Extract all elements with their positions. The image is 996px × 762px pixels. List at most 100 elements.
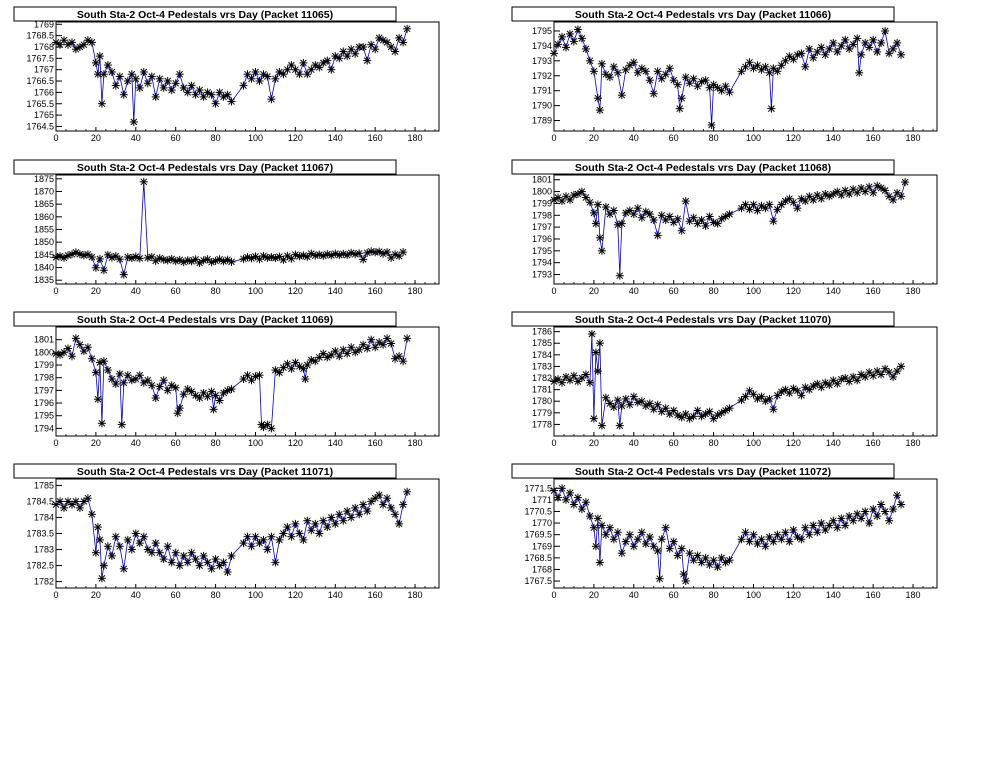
y-tick-label: 1796 [34,398,54,408]
data-point [769,405,778,414]
data-point [881,27,890,35]
data-point [399,248,408,257]
data-point [203,392,212,401]
data-point [171,79,180,88]
x-tick-label: 100 [248,133,263,143]
data-point [597,59,606,68]
y-tick-label: 1769.5 [524,530,552,540]
data-point [817,43,826,52]
data-point [677,94,686,103]
data-point [319,516,328,525]
data-point [801,197,810,206]
data-point [363,344,372,353]
data-point [175,561,184,570]
x-tick-label: 140 [826,133,841,143]
data-point [554,40,562,49]
data-point [849,516,858,525]
y-tick-label: 1795 [532,26,552,36]
data-point [857,514,866,523]
data-point [595,558,604,567]
data-point [263,545,272,554]
x-tick-label: 140 [328,590,343,600]
data-point [247,74,256,83]
data-point [335,251,344,260]
data-point [801,62,810,71]
data-point [263,420,272,429]
x-tick-label: 120 [786,133,801,143]
data-point [359,500,368,509]
x-tick-label: 60 [171,133,181,143]
chart-panel: 0 20 40 60 80 100 120 140 160 180 1835 1840 1845 1850… [13,159,440,296]
data-point [837,514,846,523]
data-point [673,80,682,89]
data-point [199,551,208,560]
data-point [809,195,818,204]
data-point [577,34,586,43]
y-tick-label: 1870 [34,186,54,196]
data-point [869,188,878,197]
y-tick-label: 1766 [34,87,54,97]
data-point [897,50,906,59]
title-box [13,6,397,22]
chart-title: South Sta-2 Oct-4 Pedestals vrs Day (Pac… [77,9,333,21]
y-tick-label: 1801 [34,335,54,345]
data-point [143,376,152,385]
y-tick-label: 1771.5 [524,483,552,493]
y-tick-label: 1768 [34,42,54,52]
data-point [661,70,670,79]
plot-frame [553,174,938,285]
data-point [399,500,408,509]
data-point [573,25,582,34]
data-point [335,352,344,361]
data-point [299,535,308,544]
data-point [897,500,906,509]
x-tick-label: 40 [131,590,141,600]
x-tick-label: 100 [746,438,761,448]
data-point [558,484,566,493]
y-tick-label: 1798 [34,373,54,383]
data-point [327,513,336,522]
y-tick-label: 1770.5 [524,506,552,516]
data-point [865,43,874,52]
data-point [605,523,614,532]
x-tick-label: 140 [826,286,841,296]
data-point [399,357,408,366]
x-tick-label: 0 [53,590,58,600]
data-point [375,491,384,499]
data-point [645,210,654,219]
data-point [725,404,734,413]
data-point [143,545,152,554]
data-point [371,45,380,54]
data-point [147,548,156,557]
data-point [573,493,582,502]
data-point [829,38,838,47]
data-point [239,81,248,90]
data-point [897,192,906,201]
data-point [83,36,92,45]
data-point [593,514,602,523]
data-point [629,542,638,551]
x-tick-label: 100 [248,286,263,296]
data-point [641,539,650,548]
data-point [873,512,882,521]
y-tick-label: 1801 [532,175,552,185]
x-tick-label: 80 [709,133,719,143]
data-point [251,532,260,541]
data-point [617,549,626,558]
data-point [589,67,598,76]
y-tick-label: 1779 [532,408,552,418]
data-point [665,544,674,553]
data-point [745,537,754,546]
data-point [853,376,862,385]
data-point [403,334,412,343]
data-point [645,399,654,408]
x-tick-label: 120 [786,286,801,296]
data-point [363,507,372,516]
data-point [653,67,662,76]
data-point [107,375,116,383]
data-point [111,81,120,90]
data-point [693,82,702,91]
data-point [91,263,100,272]
data-point [617,401,626,410]
x-tick-label: 120 [786,438,801,448]
